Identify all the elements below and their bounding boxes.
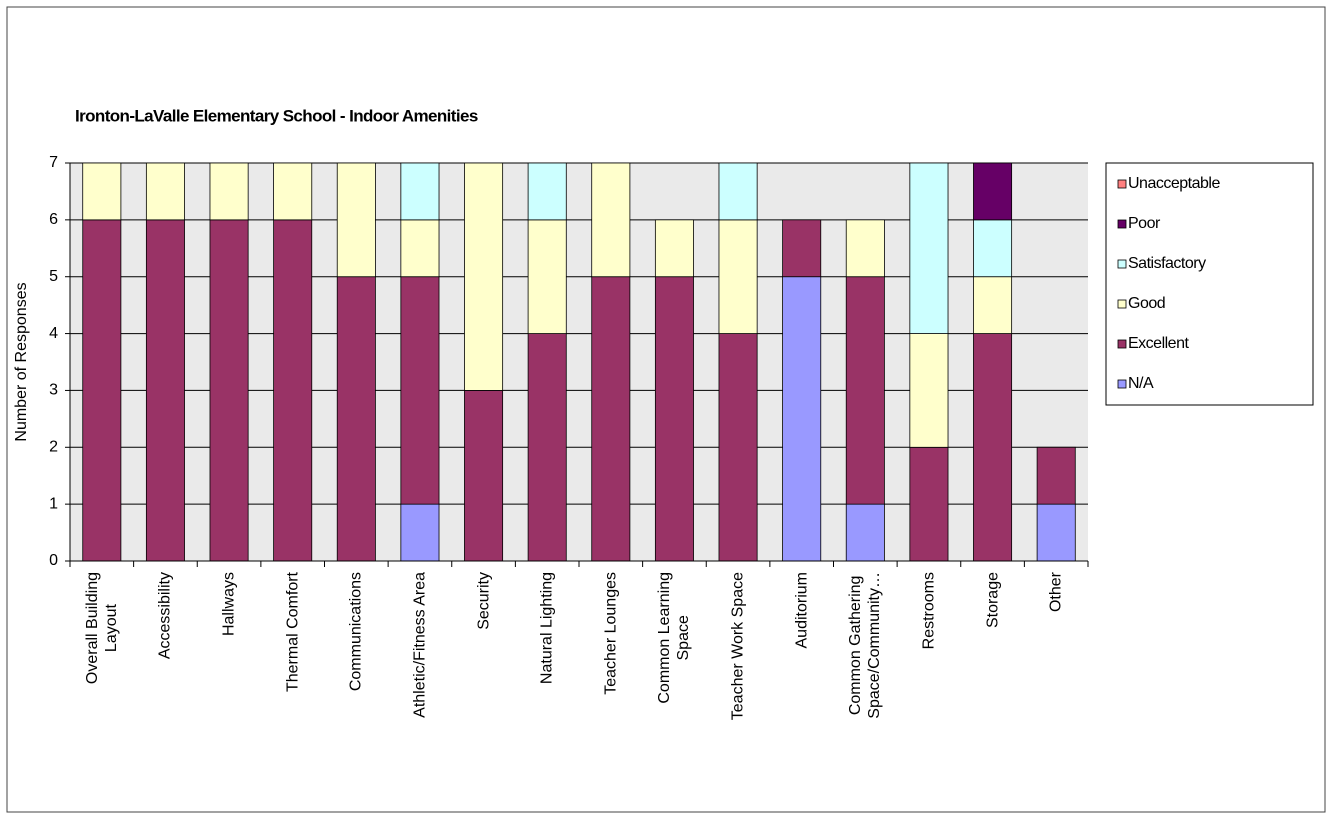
bar-segment <box>527 219 567 334</box>
x-tick-label-box: Auditorium <box>792 572 811 812</box>
bar-segment <box>909 162 949 334</box>
bar-segment <box>591 162 631 278</box>
y-tick-label: 2 <box>49 439 58 456</box>
bar-segment <box>400 162 440 221</box>
x-tick-label-box: Accessibility <box>156 572 175 812</box>
bar-segment <box>400 219 440 278</box>
legend-label: Unacceptable <box>1128 175 1220 192</box>
bar-segment <box>464 390 504 562</box>
x-tick-label: Thermal Comfort <box>284 572 302 693</box>
bar-segment <box>973 276 1013 334</box>
x-tick-label-box: Natural Lighting <box>538 572 557 812</box>
x-tick-label: Teacher Lounges <box>602 572 620 695</box>
x-tick-label: Athletic/Fitness Area <box>411 572 429 718</box>
x-tick-label: Storage <box>984 572 1002 629</box>
x-tick-label-box: Athletic/Fitness Area <box>410 572 429 812</box>
legend-swatch <box>1117 179 1127 189</box>
legend-swatch <box>1117 379 1127 389</box>
bar-segment <box>82 219 122 562</box>
x-tick-label: Hallways <box>220 572 238 637</box>
x-tick-label: Auditorium <box>793 572 811 649</box>
bar-segment <box>527 333 567 562</box>
bar-segment <box>336 162 376 278</box>
x-tick-label-box: Teacher Work Space <box>729 572 748 812</box>
legend-box <box>1105 162 1314 406</box>
x-tick-label-box: Restrooms <box>919 572 938 812</box>
x-tick-label-box: Storage <box>983 572 1002 812</box>
bar-segment <box>273 162 313 221</box>
bar-segment <box>145 162 185 221</box>
bar-segment <box>273 219 313 562</box>
bar-segment <box>718 162 758 221</box>
y-tick-label: 7 <box>49 154 58 171</box>
x-tick-label-box: Communications <box>347 572 366 812</box>
bar-segment <box>909 446 949 562</box>
bar-segment <box>336 276 376 562</box>
x-tick-label-box: Overall Building Layout <box>83 572 121 812</box>
legend-swatch <box>1117 219 1127 229</box>
y-axis-label: Number of Responses <box>13 282 30 441</box>
x-tick-label-box: Other <box>1047 572 1066 812</box>
bar-segment <box>209 162 249 221</box>
bar-segment <box>591 276 631 562</box>
bar-segment <box>527 162 567 221</box>
x-tick-label: Overall Building Layout <box>83 572 120 685</box>
bar-segment <box>782 219 822 278</box>
x-tick-label: Other <box>1047 572 1065 613</box>
y-tick-label: 3 <box>49 382 58 399</box>
legend-label: N/A <box>1128 375 1154 392</box>
y-tick-label: 6 <box>49 211 58 228</box>
bar-segment <box>973 219 1013 278</box>
y-tick-label: 1 <box>49 495 58 512</box>
x-tick-label-box: Teacher Lounges <box>601 572 620 812</box>
x-tick-label: Natural Lighting <box>538 572 556 685</box>
bar-segment <box>845 276 885 505</box>
y-tick-label: 5 <box>49 268 58 285</box>
x-tick-label: Common Gathering Space/Community… <box>847 572 884 719</box>
y-tick-label: 0 <box>49 552 58 569</box>
bar-segment <box>654 219 694 278</box>
y-tick-label: 4 <box>49 325 58 342</box>
bar-segment <box>400 276 440 505</box>
legend-swatch <box>1117 339 1127 349</box>
x-tick-label: Restrooms <box>920 572 938 650</box>
bar-segment <box>82 162 122 221</box>
bar-segment <box>845 503 885 562</box>
x-tick-label-box: Thermal Comfort <box>283 572 302 812</box>
bar-segment <box>400 503 440 562</box>
bar-segment <box>464 162 504 391</box>
bar-segment <box>973 333 1013 562</box>
bar-segment <box>1036 503 1076 562</box>
bar-segment <box>718 333 758 562</box>
legend-label: Good <box>1128 295 1165 312</box>
bar-segment <box>909 333 949 448</box>
bar-segment <box>145 219 185 562</box>
legend-swatch <box>1117 299 1127 309</box>
chart-title: Ironton-LaValle Elementary School - Indo… <box>75 106 478 125</box>
x-tick-label: Communications <box>347 572 365 692</box>
legend-swatch <box>1117 259 1127 269</box>
bar-segment <box>782 276 822 562</box>
bar-segment <box>973 162 1013 221</box>
bar-segment <box>845 219 885 278</box>
x-tick-label-box: Common Learning Space <box>655 572 693 812</box>
x-tick-label: Accessibility <box>156 572 174 660</box>
legend-label: Poor <box>1128 215 1161 232</box>
bar-segment <box>654 276 694 562</box>
legend-label: Satisfactory <box>1128 255 1206 272</box>
bar-segment <box>718 219 758 334</box>
bar-segment <box>1036 446 1076 505</box>
x-tick-label: Common Learning Space <box>656 572 693 704</box>
x-tick-label-box: Hallways <box>220 572 239 812</box>
x-tick-label: Security <box>475 572 493 630</box>
x-tick-label-box: Security <box>474 572 493 812</box>
x-tick-label-box: Common Gathering Space/Community… <box>846 572 884 812</box>
x-tick-label: Teacher Work Space <box>729 572 747 721</box>
bar-segment <box>209 219 249 562</box>
legend-label: Excellent <box>1128 335 1189 352</box>
